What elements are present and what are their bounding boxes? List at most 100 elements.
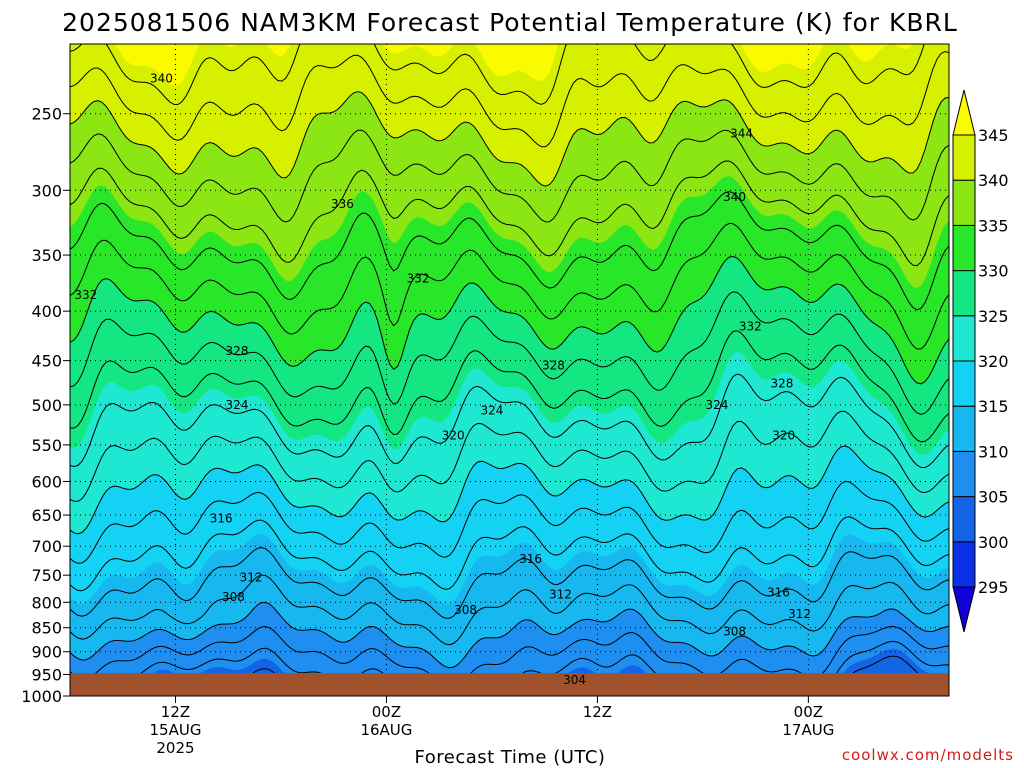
- colorbar-swatch-325: [952, 270, 976, 317]
- isentrope-316: [70, 516, 949, 592]
- y-tick-label-400: 400: [31, 302, 62, 321]
- y-tick-label-300: 300: [31, 181, 62, 200]
- x-tick-label-line-1: 17AUG: [782, 721, 834, 739]
- y-tick-label-850: 850: [31, 619, 62, 638]
- contour-labels: 340 344 336 340 332 332 332 328 328 328 324 324 324 3…: [74, 72, 811, 687]
- y-tick-label-800: 800: [31, 593, 62, 612]
- colorbar-swatch-315: [952, 360, 976, 407]
- colorbar-swatch-310: [952, 405, 976, 452]
- chart-title: 2025081506 NAM3KM Forecast Potential Tem…: [62, 8, 958, 37]
- x-tick-label-line-2: 2025: [156, 739, 194, 757]
- contour-label-text: 316: [210, 511, 233, 525]
- y-tick-label-550: 550: [31, 436, 62, 455]
- colorbar-swatch-330: [952, 224, 976, 272]
- isentrope-328: [70, 291, 949, 415]
- contour-label-316-16: 316: [519, 552, 542, 566]
- y-tick-label-500: 500: [31, 396, 62, 415]
- isentrope-340: [70, 91, 949, 187]
- contour-label-text: 344: [730, 126, 753, 140]
- x-axis-title: Forecast Time (UTC): [415, 747, 606, 768]
- isentrope-320: [70, 445, 949, 535]
- contour-label-text: 308: [723, 625, 746, 639]
- plot-area: 340 344 336 340 332 332 332 328 328 328 324 324 324 3…: [70, 44, 949, 696]
- contour-label-text: 332: [74, 288, 97, 302]
- isentrope-344: [70, 44, 925, 106]
- ground-fill: [70, 673, 949, 696]
- colorbar-arrow-bottom: [952, 586, 976, 633]
- contour-label-320-13: 320: [442, 429, 465, 443]
- isentrope-330: [70, 255, 949, 385]
- isentrope-332: [70, 222, 949, 350]
- isentrope-342: [70, 50, 949, 148]
- contour-label-text: 332: [407, 271, 430, 285]
- contour-label-328-7: 328: [226, 344, 249, 358]
- y-tick-label-350: 350: [31, 246, 62, 265]
- isentrope-336: [70, 160, 949, 267]
- contour-label-text: 312: [549, 587, 572, 601]
- y-tick-label-900: 900: [31, 643, 62, 662]
- colorbar-swatch-305: [952, 450, 976, 498]
- contour-label-332-5: 332: [407, 271, 430, 285]
- colorbar-legend: 295 300 305 310 315 320 325 330 335 340 345: [952, 89, 1009, 633]
- colorbar-label-305: 305: [978, 488, 1009, 507]
- colorbar-label-300: 300: [978, 533, 1009, 552]
- colorbar-arrow-top: [952, 89, 976, 136]
- x-tick-label-line-0: 12Z: [161, 703, 190, 721]
- isentrope-338: [70, 129, 949, 223]
- contour-label-316-17: 316: [767, 586, 790, 600]
- contour-label-text: 336: [331, 197, 354, 211]
- contour-label-340-0: 340: [150, 72, 173, 86]
- colorbar-label-310: 310: [978, 442, 1009, 461]
- isentrope-318: [70, 480, 949, 564]
- contour-label-332-6: 332: [739, 320, 762, 334]
- contour-label-text: 308: [222, 590, 245, 604]
- contour-label-text: 328: [771, 376, 794, 390]
- contour-label-332-4: 332: [74, 288, 97, 302]
- colorbar-swatch-340: [952, 134, 976, 181]
- contour-label-312-19: 312: [549, 587, 572, 601]
- contour-label-328-9: 328: [771, 376, 794, 390]
- credit-text: coolwx.com/modelts: [842, 746, 1014, 764]
- isentrope-310: [70, 601, 949, 669]
- colorbar-label-345: 345: [978, 126, 1009, 145]
- y-tick-label-250: 250: [31, 105, 62, 124]
- temperature-fill-bands: [70, 44, 949, 696]
- contour-label-312-20: 312: [788, 607, 811, 621]
- x-tick-label-line-0: 12Z: [583, 703, 612, 721]
- colorbar-label-335: 335: [978, 216, 1009, 235]
- contour-label-text: 328: [226, 344, 249, 358]
- contour-label-308-22: 308: [454, 603, 477, 617]
- y-tick-label-950: 950: [31, 665, 62, 684]
- x-tick-label-line-1: 15AUG: [150, 721, 202, 739]
- y-tick-label-700: 700: [31, 537, 62, 556]
- contour-label-text: 324: [480, 404, 503, 418]
- isentrope-324: [70, 373, 949, 469]
- x-tick-label-line-0: 00Z: [372, 703, 401, 721]
- colorbar-label-315: 315: [978, 397, 1009, 416]
- isentrope-contours: [70, 44, 949, 696]
- contour-label-text: 312: [788, 607, 811, 621]
- contour-label-304-24: 304: [563, 673, 586, 687]
- colorbar-label-340: 340: [978, 171, 1009, 190]
- isentrope-314: [70, 546, 949, 619]
- contour-label-text: 320: [772, 429, 795, 443]
- contour-label-328-8: 328: [542, 358, 565, 372]
- isentrope-334: [70, 191, 949, 311]
- contour-label-320-14: 320: [772, 429, 795, 443]
- contour-label-text: 324: [705, 398, 728, 412]
- contour-label-text: 304: [563, 673, 586, 687]
- y-tick-label-1000: 1000: [21, 687, 62, 706]
- contour-label-text: 316: [767, 586, 790, 600]
- contour-label-text: 320: [442, 429, 465, 443]
- contour-label-text: 328: [542, 358, 565, 372]
- isentrope-322: [70, 410, 949, 502]
- y-axis-pressure-ticks: 250 300 350 400 450 500 550 600 650 700 750 800 850 9…: [21, 105, 70, 706]
- contour-label-text: 332: [739, 320, 762, 334]
- contour-label-316-15: 316: [210, 511, 233, 525]
- contour-label-344-1: 344: [730, 126, 753, 140]
- colorbar-swatch-300: [952, 496, 976, 543]
- contour-label-text: 340: [723, 190, 746, 204]
- y-tick-label-750: 750: [31, 566, 62, 585]
